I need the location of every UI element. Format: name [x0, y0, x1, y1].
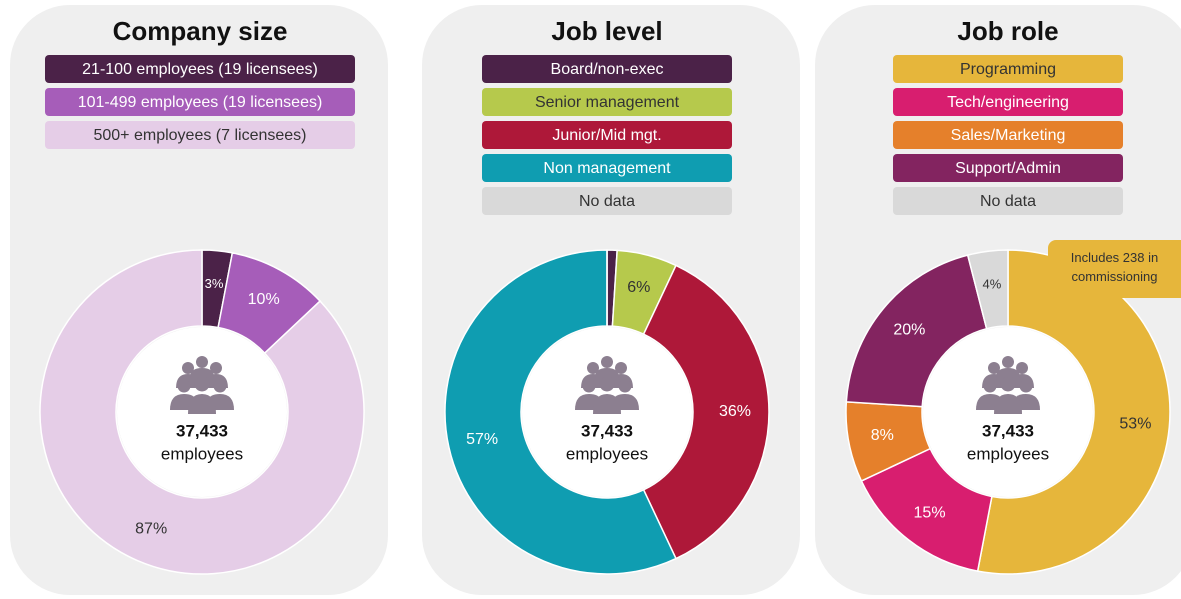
slice-label: 53% [1119, 415, 1151, 432]
legend-swatch [893, 154, 1123, 182]
annotation-text: Includes 238 in commissioning [1070, 250, 1159, 284]
legend-swatch [45, 121, 355, 149]
donut-slice [976, 249, 1171, 575]
donut-slice [444, 249, 677, 575]
slice-label: 36% [719, 403, 751, 420]
legend-swatch [893, 187, 1123, 215]
legend-swatch [893, 121, 1123, 149]
chart-title: Company size [113, 16, 288, 46]
legend-swatch [482, 154, 732, 182]
center-label: employees [161, 444, 243, 463]
legend-label: Sales/Marketing [951, 127, 1066, 144]
legend-swatch [482, 187, 732, 215]
donut-slice [39, 249, 365, 575]
legend-label: No data [579, 193, 635, 210]
slice-label: 3% [205, 276, 224, 291]
slice-label: 57% [466, 431, 498, 448]
legend-label: Tech/engineering [947, 94, 1069, 111]
slice-label: 15% [914, 504, 946, 521]
slice-label: 4% [983, 276, 1002, 291]
legend-label: Programming [960, 61, 1056, 78]
legend-swatch [893, 55, 1123, 83]
slice-label: 20% [893, 322, 925, 339]
legend-swatch [482, 88, 732, 116]
donut-panel: Job role Programming Tech/engineering Sales… [815, 5, 1181, 595]
donut-slice [966, 249, 1009, 330]
chart-title: Job level [551, 16, 662, 46]
donut-slice [642, 264, 770, 560]
legend-swatch [45, 88, 355, 116]
legend-label: 500+ employees (7 licensees) [93, 127, 306, 144]
charts: Company size 21-100 employees (19 license… [10, 5, 1181, 595]
annotation: Includes 238 in commissioning [1070, 250, 1159, 284]
center-label: employees [967, 444, 1049, 463]
slice-label: 6% [627, 279, 650, 296]
legend-label: No data [980, 193, 1036, 210]
slice-label: 10% [248, 291, 280, 308]
donut-panel: Company size 21-100 employees (19 license… [10, 5, 388, 595]
legend-label: 21-100 employees (19 licensees) [82, 61, 318, 78]
slice-label: 87% [135, 521, 167, 538]
annotation-box [1048, 240, 1181, 298]
legend-swatch [482, 55, 732, 83]
chart-title: Job role [957, 16, 1058, 46]
legend-label: 101-499 employees (19 licensees) [78, 94, 323, 111]
legend-label: Senior management [535, 94, 680, 111]
donut-panel: Job level Board/non-exec Senior management… [422, 5, 800, 595]
legend-label: Non management [543, 160, 671, 177]
slice-label: 8% [871, 427, 894, 444]
legend-swatch [893, 88, 1123, 116]
legend-label: Junior/Mid mgt. [552, 127, 661, 144]
legend-label: Support/Admin [955, 160, 1061, 177]
center-value: 37,433 [581, 421, 633, 440]
center-label: employees [566, 444, 648, 463]
donut-slice [845, 254, 988, 408]
center-value: 37,433 [982, 421, 1034, 440]
legend-swatch [45, 55, 355, 83]
legend-swatch [482, 121, 732, 149]
legend-label: Board/non-exec [551, 61, 664, 78]
center-value: 37,433 [176, 421, 228, 440]
